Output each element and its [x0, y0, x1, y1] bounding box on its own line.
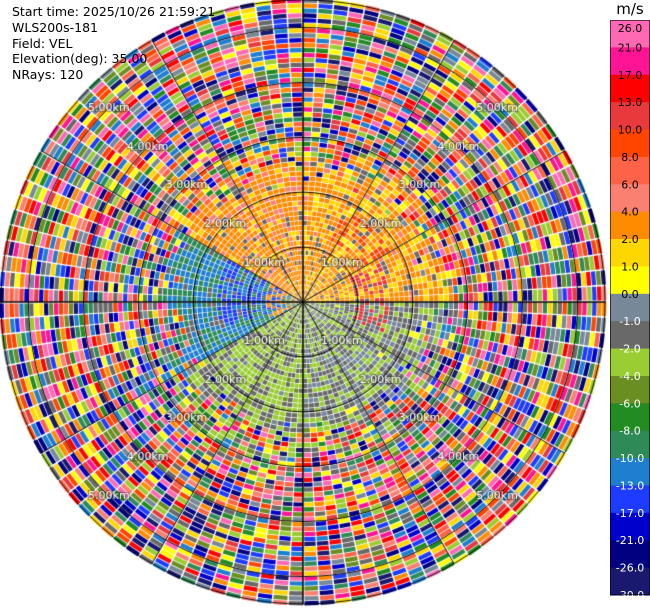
colorbar-swatch: [610, 74, 650, 103]
colorbar-swatch: [610, 293, 650, 322]
colorbar-tick-label: -2.0: [619, 343, 640, 356]
colorbar-tick-label: -4.0: [619, 370, 640, 383]
colorbar-tick-label: -26.0: [616, 562, 644, 575]
colorbar-tick-label: 8.0: [621, 151, 639, 164]
velocity-colorbar: 26.0 21.0 17.0 13.0 10.0 8.0 6.0 4.0 2.0 1.0 0.0 -1…: [610, 20, 650, 602]
colorbar-tick-label: 0.0: [621, 288, 639, 301]
start-time-text: Start time: 2025/10/26 21:59:21: [12, 4, 216, 19]
colorbar-swatch: [610, 211, 650, 240]
colorbar-swatch: [610, 567, 650, 596]
colorbar-tick-label: -8.0: [619, 425, 640, 438]
colorbar-tick-label: 4.0: [621, 206, 639, 219]
colorbar-swatch: [610, 184, 650, 213]
colorbar-tick-label: -13.0: [616, 479, 644, 492]
colorbar-tick-label: -6.0: [619, 397, 640, 410]
colorbar-tick-label: -1.0: [619, 315, 640, 328]
colorbar-swatch: [610, 266, 650, 295]
colorbar-swatch: [610, 239, 650, 268]
colorbar-tick-label: -17.0: [616, 507, 644, 520]
field-name-text: Field: VEL: [12, 35, 73, 51]
colorbar-tick-label: 17.0: [618, 69, 643, 82]
colorbar-tick-label: 2.0: [621, 233, 639, 246]
colorbar-swatch: [610, 156, 650, 185]
colorbar-tick-label: 26.0: [618, 22, 643, 35]
colorbar-tick-label: -30.0: [616, 589, 644, 602]
colorbar-swatch: [610, 102, 650, 131]
colorbar-swatch: [610, 458, 650, 487]
instrument-name-text: WLS200s-181: [12, 19, 98, 35]
elevation-text: Elevation(deg): 35.00: [12, 51, 148, 67]
colorbar-swatch: [610, 129, 650, 158]
colorbar-tick-label: 10.0: [618, 124, 643, 137]
nrays-text: NRays: 120: [12, 67, 84, 83]
colorbar-tick-label: -21.0: [616, 534, 644, 547]
colorbar-swatch: [610, 375, 650, 404]
ppi-velocity-plot: [0, 0, 610, 610]
colorbar-swatch: [610, 47, 650, 76]
colorbar-swatch: [610, 512, 650, 541]
colorbar-swatch: [610, 403, 650, 432]
colorbar-swatch: [610, 321, 650, 350]
colorbar-swatch: [610, 430, 650, 459]
colorbar-swatch: [610, 20, 650, 48]
colorbar-tick-label: 6.0: [621, 178, 639, 191]
colorbar-tick-label: -10.0: [616, 452, 644, 465]
colorbar-swatch: [610, 348, 650, 377]
plot-info-block: Start time: 2025/10/26 21:59:21 WLS200s-…: [12, 4, 215, 83]
colorbar-tick-label: 21.0: [618, 41, 643, 54]
colorbar-tick-label: 13.0: [618, 96, 643, 109]
colorbar-unit-label: m/s: [616, 0, 644, 18]
colorbar-swatch: [610, 540, 650, 569]
colorbar-swatch: [610, 485, 650, 514]
colorbar-tick-label: 1.0: [621, 260, 639, 273]
